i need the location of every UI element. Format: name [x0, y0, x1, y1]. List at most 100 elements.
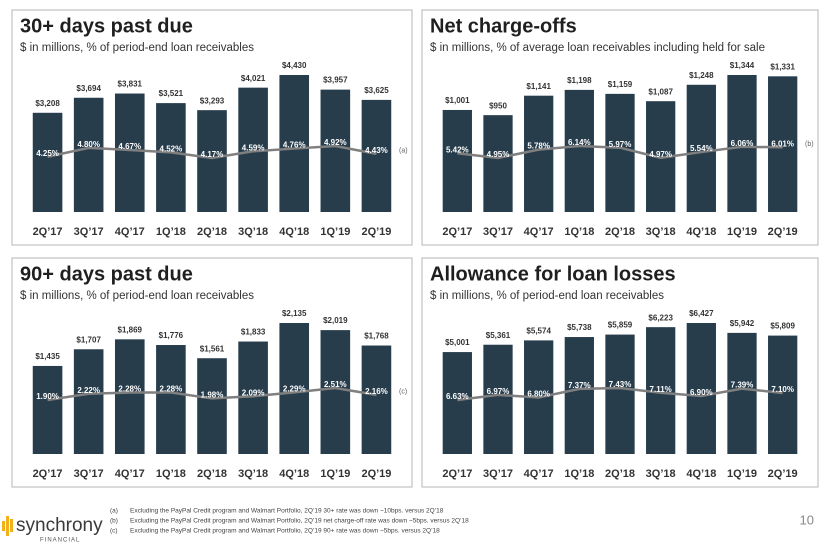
line-label: 4.25% — [36, 149, 59, 158]
x-tick-label: 2Q’19 — [768, 468, 798, 480]
value-label: $5,859 — [608, 321, 633, 330]
x-tick-label: 2Q’18 — [197, 468, 227, 480]
value-label: $5,809 — [770, 322, 795, 331]
line-label: 4.76% — [283, 141, 306, 150]
line — [457, 144, 783, 160]
line-label: 2.22% — [77, 386, 100, 395]
bar — [727, 332, 757, 454]
x-tick-label: 1Q’18 — [564, 468, 594, 480]
chart-subtitle: $ in millions, % of period-end loan rece… — [430, 290, 664, 302]
value-label: $3,625 — [364, 86, 389, 95]
line-label: 5.54% — [690, 144, 713, 153]
value-label: $1,001 — [445, 96, 470, 105]
x-tick-label: 4Q’18 — [686, 226, 716, 238]
bar — [361, 345, 392, 454]
page-number: 10 — [800, 512, 814, 527]
value-label: $950 — [489, 101, 507, 110]
line-label: 7.43% — [609, 380, 632, 389]
bar — [320, 330, 351, 454]
x-tick-label: 2Q’19 — [361, 226, 391, 238]
bar — [32, 112, 63, 212]
x-tick-label: 2Q’18 — [605, 226, 635, 238]
line-label: 2.29% — [283, 384, 306, 393]
bar — [524, 95, 554, 212]
line-label: 4.92% — [324, 138, 347, 147]
bar — [114, 339, 145, 454]
bar — [686, 323, 716, 454]
logo: synchrony FINANCIAL — [2, 515, 103, 544]
line — [457, 386, 783, 402]
value-label: $3,208 — [35, 99, 60, 108]
x-tick-label: 3Q’18 — [646, 226, 676, 238]
annotation: (c) — [399, 389, 407, 396]
bar — [32, 365, 63, 454]
line-label: 4.59% — [242, 143, 265, 152]
x-tick-label: 4Q’18 — [279, 468, 309, 480]
value-label: $2,135 — [282, 309, 307, 318]
value-label: $1,198 — [567, 76, 592, 85]
logo-tagline: FINANCIAL — [40, 538, 80, 544]
footnote-text: Excluding the PayPal Credit program and … — [130, 528, 440, 535]
line-label: 4.80% — [77, 140, 100, 149]
x-tick-label: 3Q’18 — [238, 468, 268, 480]
logo-icon — [10, 519, 13, 532]
bar — [442, 109, 472, 212]
value-label: $4,021 — [241, 74, 266, 83]
chart-title: 30+ days past due — [20, 15, 193, 37]
x-tick-label: 2Q’17 — [33, 468, 63, 480]
annotation: (b) — [805, 141, 814, 148]
bar — [279, 323, 310, 454]
x-tick-label: 2Q’19 — [361, 468, 391, 480]
value-label: $1,248 — [689, 71, 714, 80]
x-tick-label: 3Q’17 — [483, 468, 513, 480]
annotation: (a) — [399, 148, 408, 155]
footnote-marker: (b) — [110, 518, 118, 525]
bar — [768, 335, 798, 454]
value-label: $2,019 — [323, 316, 348, 325]
value-label: $6,223 — [648, 313, 673, 322]
bar — [605, 93, 635, 212]
footnote-marker: (a) — [110, 508, 118, 515]
line-label: 4.52% — [160, 145, 183, 154]
x-tick-label: 1Q’18 — [156, 468, 186, 480]
x-tick-label: 1Q’19 — [727, 226, 757, 238]
line-label: 4.43% — [365, 146, 388, 155]
value-label: $1,833 — [241, 328, 266, 337]
value-label: $1,561 — [200, 344, 225, 353]
bar — [564, 337, 594, 454]
chart-subtitle: $ in millions, % of average loan receiva… — [430, 42, 765, 54]
x-tick-label: 2Q’18 — [605, 468, 635, 480]
chart-title: Allowance for loan losses — [430, 263, 676, 285]
line-label: 2.51% — [324, 380, 347, 389]
footnote-marker: (c) — [110, 528, 118, 535]
bar — [564, 89, 594, 212]
value-label: $3,957 — [323, 76, 348, 85]
x-tick-label: 1Q’18 — [564, 226, 594, 238]
bar — [156, 345, 186, 454]
x-tick-label: 3Q’18 — [646, 468, 676, 480]
x-tick-label: 1Q’19 — [320, 226, 350, 238]
value-label: $1,776 — [159, 331, 184, 340]
bar — [73, 97, 104, 212]
line-label: 5.97% — [609, 140, 632, 149]
line-label: 6.80% — [527, 390, 550, 399]
x-tick-label: 1Q’19 — [320, 468, 350, 480]
line-label: 2.16% — [365, 387, 388, 396]
logo-icon — [2, 521, 5, 531]
bar — [197, 110, 227, 212]
chart-subtitle: $ in millions, % of period-end loan rece… — [20, 290, 254, 302]
chart-subtitle: $ in millions, % of period-end loan rece… — [20, 42, 254, 54]
bar — [361, 99, 392, 212]
bar — [114, 93, 145, 212]
x-tick-label: 4Q’17 — [115, 468, 145, 480]
value-label: $1,435 — [35, 352, 60, 361]
logo-name: synchrony — [16, 515, 103, 536]
x-tick-label: 3Q’17 — [483, 226, 513, 238]
x-tick-label: 3Q’17 — [74, 468, 104, 480]
x-tick-label: 2Q’17 — [442, 226, 472, 238]
value-label: $6,427 — [689, 309, 714, 318]
value-label: $3,521 — [159, 89, 184, 98]
value-label: $4,430 — [282, 61, 307, 70]
line-label: 6.63% — [446, 392, 469, 401]
x-tick-label: 2Q’19 — [768, 226, 798, 238]
